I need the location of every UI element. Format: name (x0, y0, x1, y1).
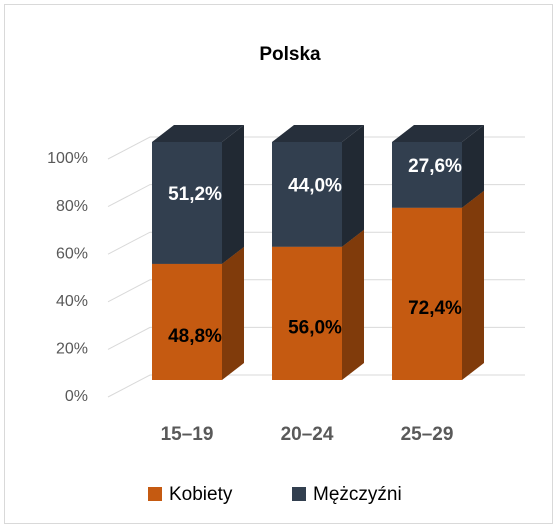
bar-face (222, 246, 244, 380)
bar-segment (392, 190, 484, 380)
legend-swatch (148, 487, 162, 501)
y-tick-label: 0% (65, 388, 88, 405)
data-label: 51,2% (168, 184, 222, 205)
bar-segment (152, 125, 244, 264)
bar-face (152, 125, 244, 142)
y-tick-label: 20% (56, 341, 88, 358)
bar-face (152, 263, 222, 380)
y-tick-label: 80% (56, 198, 88, 215)
data-label: 56,0% (288, 317, 342, 338)
bar-face (392, 142, 462, 208)
bar-face (342, 229, 364, 380)
data-label: 27,6% (408, 156, 462, 177)
x-tick-label: 20–24 (281, 424, 334, 445)
chart-title: Polska (259, 44, 321, 65)
bar-segment (272, 229, 364, 380)
legend-swatch (292, 487, 306, 501)
data-label: 72,4% (408, 298, 462, 319)
bar-face (222, 125, 244, 264)
legend-label: Kobiety (169, 484, 233, 505)
bar-face (272, 246, 342, 380)
bar-face (462, 125, 484, 208)
x-tick-label: 25–29 (401, 424, 454, 445)
y-tick-label: 40% (56, 293, 88, 310)
bar-segment (272, 125, 364, 247)
bar-face (392, 207, 462, 380)
y-tick-label: 100% (47, 150, 88, 167)
data-label: 44,0% (288, 175, 342, 196)
bar-segment (152, 246, 244, 380)
bar-face (342, 125, 364, 247)
bar-face (152, 142, 222, 264)
bar-face (462, 190, 484, 380)
bar-face (272, 125, 364, 142)
bar-segment (392, 125, 484, 208)
x-tick-label: 15–19 (161, 424, 214, 445)
data-label: 48,8% (168, 326, 222, 347)
bar-face (272, 142, 342, 247)
legend-label: Mężczyźni (313, 484, 402, 505)
bar-face (392, 125, 484, 142)
y-tick-label: 60% (56, 245, 88, 262)
